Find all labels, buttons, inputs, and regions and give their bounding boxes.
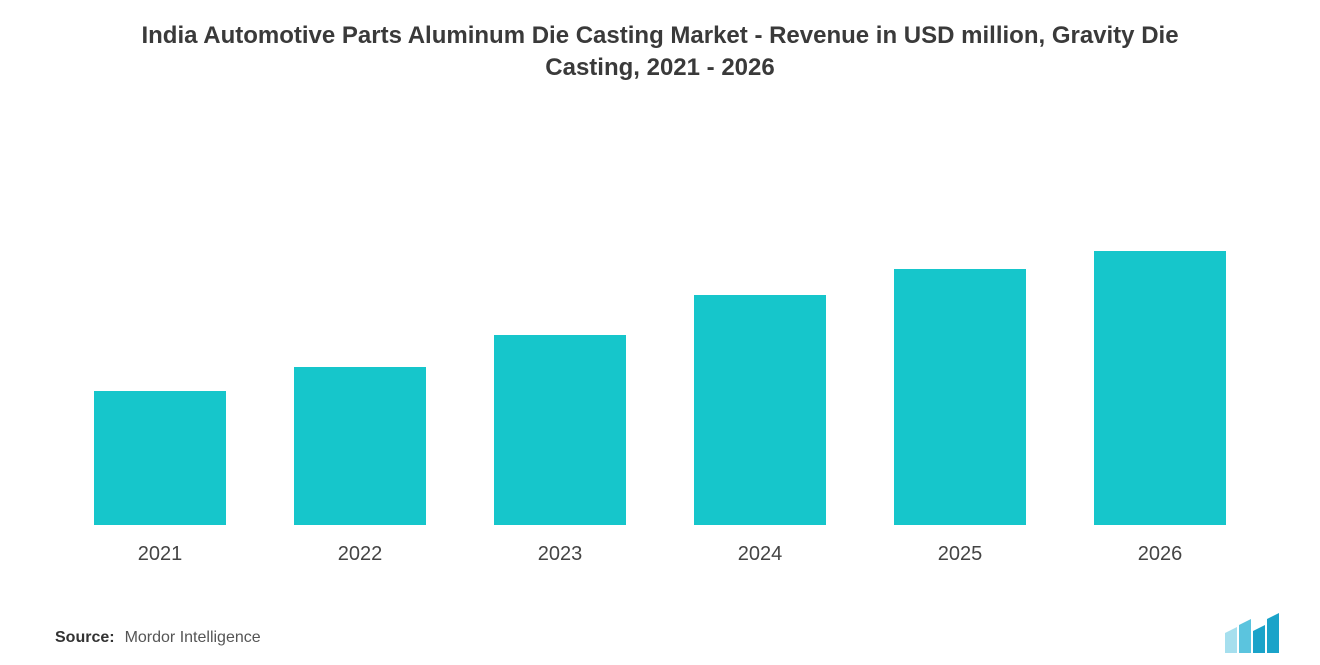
x-tick-label: 2023 — [460, 543, 660, 566]
plot-area — [60, 125, 1260, 525]
bar-slot — [460, 125, 660, 525]
bar — [94, 391, 226, 524]
x-tick-label: 2026 — [1060, 543, 1260, 566]
chart-container: India Automotive Parts Aluminum Die Cast… — [0, 0, 1320, 665]
bar-slot — [1060, 125, 1260, 525]
bar — [294, 367, 426, 524]
bar — [494, 335, 626, 524]
x-axis-labels: 202120222023202420252026 — [60, 543, 1260, 566]
x-tick-label: 2024 — [660, 543, 860, 566]
chart-title: India Automotive Parts Aluminum Die Cast… — [110, 20, 1210, 85]
bar-slot — [660, 125, 860, 525]
bar — [1094, 251, 1226, 524]
bar — [694, 295, 826, 524]
bar-slot — [60, 125, 260, 525]
bars-group — [60, 125, 1260, 525]
x-tick-label: 2022 — [260, 543, 460, 566]
source-text: Mordor Intelligence — [125, 629, 261, 647]
x-tick-label: 2025 — [860, 543, 1060, 566]
bar-slot — [260, 125, 460, 525]
brand-logo-icon — [1225, 611, 1285, 653]
source-row: Source: Mordor Intelligence — [55, 629, 261, 647]
bar-slot — [860, 125, 1060, 525]
source-label: Source: — [55, 629, 115, 647]
bar — [894, 269, 1026, 525]
x-tick-label: 2021 — [60, 543, 260, 566]
